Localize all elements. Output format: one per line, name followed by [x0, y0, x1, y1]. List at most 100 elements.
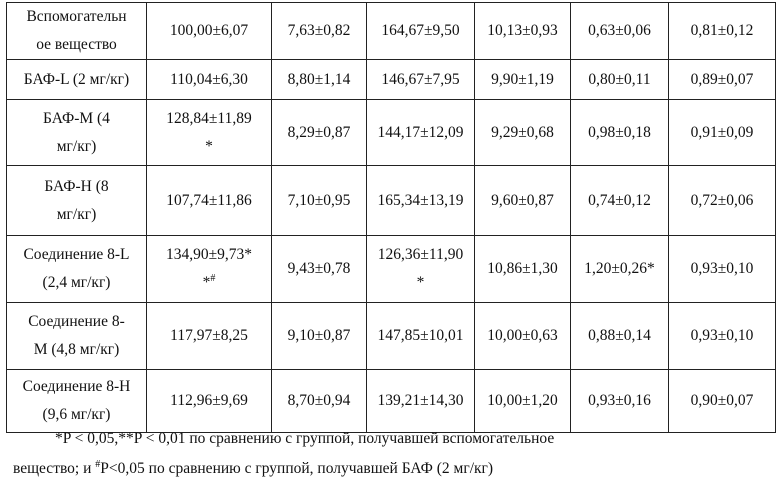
table-row: БАФ-M (4мг/кг)128,84±11,89*8,29±0,87144,…	[7, 100, 776, 166]
table-cell: 9,90±1,19	[475, 60, 571, 100]
table-cell: 126,36±11,90*	[367, 236, 475, 303]
table-cell: 0,89±0,07	[669, 60, 776, 100]
table-cell: 165,34±13,19	[367, 166, 475, 236]
cell-line: 10,86±1,30	[477, 255, 568, 283]
table-cell: БАФ-L (2 мг/кг)	[7, 60, 147, 100]
table-cell: 8,80±1,14	[272, 60, 367, 100]
cell-line: 147,85±10,01	[369, 322, 472, 350]
cell-line: БАФ-H (8	[9, 173, 144, 201]
cell-line: 146,67±7,95	[369, 66, 472, 94]
cell-line: 9,29±0,68	[477, 119, 568, 147]
cell-line: 0,88±0,14	[573, 322, 666, 350]
cell-line: 7,63±0,82	[274, 17, 364, 45]
cell-line: 10,00±0,63	[477, 322, 568, 350]
cell-line: 0,72±0,06	[671, 187, 773, 215]
table-cell: 0,93±0,16	[571, 370, 669, 433]
cell-line: *	[369, 269, 472, 297]
table-body: Вспомогательное вещество100,00±6,077,63±…	[7, 3, 776, 433]
table-cell: 9,29±0,68	[475, 100, 571, 166]
data-table: Вспомогательное вещество100,00±6,077,63±…	[6, 2, 776, 433]
table-row: Соединение 8-H(9,6 мг/кг)112,96±9,698,70…	[7, 370, 776, 433]
cell-line: 0,89±0,07	[671, 66, 773, 94]
footnote-line: вещество; и #P<0,05 по сравнению с групп…	[13, 460, 493, 478]
cell-line: БАФ-M (4	[9, 105, 144, 133]
text: P<0,05 по сравнению с группой, получавше…	[100, 460, 493, 477]
cell-line: 112,96±9,69	[149, 387, 269, 415]
table-row: Соединение 8-L(2,4 мг/кг)134,90±9,73**#9…	[7, 236, 776, 303]
cell-line: 0,80±0,11	[573, 66, 666, 94]
cell-line: M (4,8 мг/кг)	[9, 336, 144, 364]
cell-line: 9,90±1,19	[477, 66, 568, 94]
cell-line: 0,93±0,10	[671, 322, 773, 350]
cell-line: 8,80±1,14	[274, 66, 364, 94]
cell-line: 139,21±14,30	[369, 387, 472, 415]
table-cell: 10,86±1,30	[475, 236, 571, 303]
table-cell: 134,90±9,73**#	[147, 236, 272, 303]
table-cell: 10,13±0,93	[475, 3, 571, 60]
table-cell: Соединение 8-M (4,8 мг/кг)	[7, 303, 147, 370]
table-cell: 8,70±0,94	[272, 370, 367, 433]
table-cell: 0,91±0,09	[669, 100, 776, 166]
table-cell: 1,20±0,26*	[571, 236, 669, 303]
cell-line: 126,36±11,90	[369, 241, 472, 269]
cell-line: ое вещество	[9, 31, 144, 59]
cell-line: 128,84±11,89	[149, 105, 269, 133]
text: *P < 0,05,**P < 0,01 по сравнению с груп…	[55, 430, 554, 447]
table-cell: 0,93±0,10	[669, 236, 776, 303]
cell-line: 100,00±6,07	[149, 17, 269, 45]
table-cell: 100,00±6,07	[147, 3, 272, 60]
page: {"table": {"rows": [ [["Вспомогательн", …	[0, 0, 780, 494]
table-cell: 144,17±12,09	[367, 100, 475, 166]
table-cell: 0,93±0,10	[669, 303, 776, 370]
cell-line: 0,90±0,07	[671, 387, 773, 415]
table-cell: БАФ-H (8мг/кг)	[7, 166, 147, 236]
text: вещество; и	[13, 460, 95, 477]
table-cell: 128,84±11,89*	[147, 100, 272, 166]
table-cell: 10,00±1,20	[475, 370, 571, 433]
cell-line: 0,93±0,10	[671, 255, 773, 283]
cell-line: 0,91±0,09	[671, 119, 773, 147]
cell-line: 117,97±8,25	[149, 322, 269, 350]
cell-line: 0,81±0,12	[671, 17, 773, 45]
cell-line: 0,63±0,06	[573, 17, 666, 45]
cell-line: 0,98±0,18	[573, 119, 666, 147]
table-row: Вспомогательное вещество100,00±6,077,63±…	[7, 3, 776, 60]
cell-line: 144,17±12,09	[369, 119, 472, 147]
cell-line: 165,34±13,19	[369, 187, 472, 215]
cell-line: 110,04±6,30	[149, 66, 269, 94]
cell-line: 0,74±0,12	[573, 187, 666, 215]
cell-line: 9,60±0,87	[477, 187, 568, 215]
table-cell: 110,04±6,30	[147, 60, 272, 100]
table-cell: 117,97±8,25	[147, 303, 272, 370]
table-cell: БАФ-M (4мг/кг)	[7, 100, 147, 166]
footnote-line: *P < 0,05,**P < 0,01 по сравнению с груп…	[55, 430, 554, 448]
table-cell: 0,72±0,06	[669, 166, 776, 236]
table-cell: 146,67±7,95	[367, 60, 475, 100]
cell-line: 9,43±0,78	[274, 255, 364, 283]
cell-line: Вспомогательн	[9, 3, 144, 31]
table-row: Соединение 8-M (4,8 мг/кг)117,97±8,259,1…	[7, 303, 776, 370]
table-cell: 10,00±0,63	[475, 303, 571, 370]
table-cell: 8,29±0,87	[272, 100, 367, 166]
table-cell: 112,96±9,69	[147, 370, 272, 433]
table-cell: 0,80±0,11	[571, 60, 669, 100]
table-cell: 0,90±0,07	[669, 370, 776, 433]
table-cell: 7,10±0,95	[272, 166, 367, 236]
table-cell: 164,67±9,50	[367, 3, 475, 60]
table-cell: 7,63±0,82	[272, 3, 367, 60]
cell-line: *#	[149, 269, 269, 297]
table-cell: 9,60±0,87	[475, 166, 571, 236]
table-cell: 0,88±0,14	[571, 303, 669, 370]
table-cell: 9,10±0,87	[272, 303, 367, 370]
table-cell: 147,85±10,01	[367, 303, 475, 370]
cell-line: БАФ-L (2 мг/кг)	[9, 66, 144, 94]
superscript: #	[210, 273, 215, 284]
cell-line: 134,90±9,73*	[149, 241, 269, 269]
cell-line: 0,93±0,16	[573, 387, 666, 415]
table-row: БАФ-H (8мг/кг)107,74±11,867,10±0,95165,3…	[7, 166, 776, 236]
cell-line: 1,20±0,26*	[573, 255, 666, 283]
table-cell: 107,74±11,86	[147, 166, 272, 236]
table-cell: 0,81±0,12	[669, 3, 776, 60]
cell-line: 9,10±0,87	[274, 322, 364, 350]
table-cell: 0,74±0,12	[571, 166, 669, 236]
